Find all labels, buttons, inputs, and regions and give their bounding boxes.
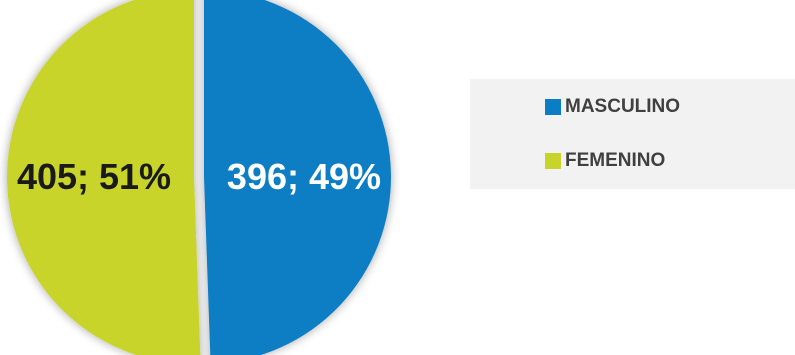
pie-slices — [7, 0, 391, 355]
data-label-femenino: 405; 51% — [17, 156, 171, 197]
legend-label-masculino: MASCULINO — [565, 96, 681, 117]
legend-label-femenino: FEMENINO — [565, 150, 666, 171]
pie-slice-femenino — [7, 0, 201, 355]
legend-entry-femenino: FEMENINO — [545, 149, 665, 173]
legend-entry-masculino: MASCULINO — [545, 95, 680, 119]
chart-legend: MASCULINO FEMENINO — [470, 79, 795, 189]
legend-swatch-femenino — [545, 153, 561, 169]
pie-data-labels: 396; 49% 405; 51% — [17, 156, 381, 197]
pie-chart: 396; 49% 405; 51% — [7, 0, 391, 355]
legend-swatch-masculino — [545, 99, 561, 115]
pie-slice-masculino — [203, 0, 391, 355]
data-label-masculino: 396; 49% — [227, 156, 381, 197]
